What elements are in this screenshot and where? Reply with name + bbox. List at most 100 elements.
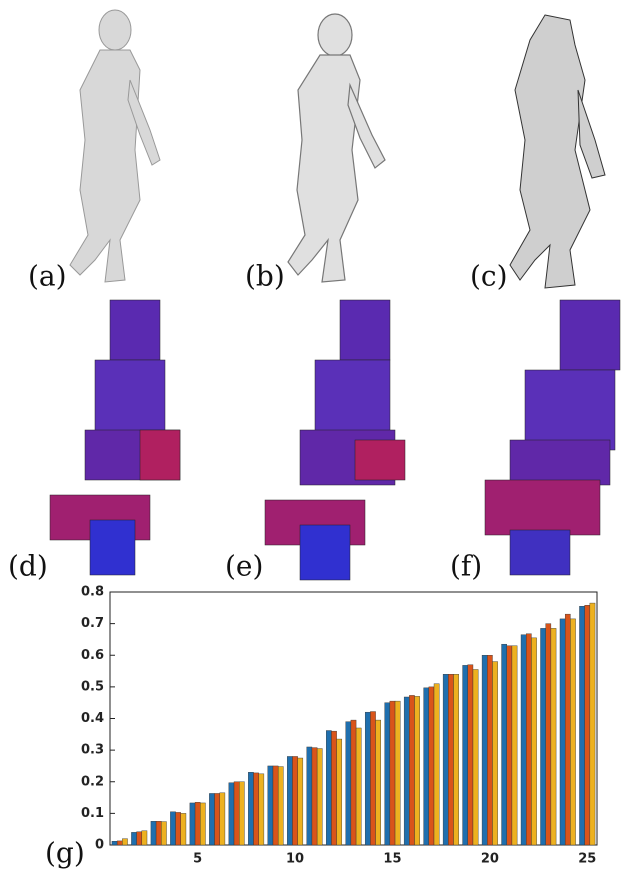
bar — [521, 635, 526, 845]
bar — [112, 841, 117, 845]
bar — [448, 674, 453, 845]
x-tick-label: 20 — [481, 852, 499, 867]
bar — [131, 832, 136, 845]
bar — [585, 605, 590, 845]
bar — [239, 782, 244, 845]
y-tick-label: 0.8 — [81, 585, 104, 600]
y-tick-label: 0.4 — [81, 711, 104, 726]
bar — [473, 669, 478, 845]
bar — [434, 684, 439, 845]
figure-canvas: (a) (b) (c) (d) (e) (f) (g) 0 0.1 0.2 0.3 0.… — [0, 0, 621, 870]
voxel-f — [485, 300, 620, 575]
bar — [482, 655, 487, 845]
bar — [181, 813, 186, 845]
bar — [351, 720, 356, 845]
y-tick-label: 0 — [95, 838, 104, 853]
bar — [590, 603, 595, 845]
bar — [463, 665, 468, 845]
panel-label: (a) — [28, 260, 67, 293]
bar — [370, 712, 375, 845]
bar — [487, 655, 492, 845]
bar — [453, 674, 458, 845]
bar — [317, 749, 322, 845]
bar — [551, 628, 556, 845]
bar — [526, 634, 531, 845]
bar — [254, 773, 259, 845]
bar — [195, 802, 200, 845]
mesh-smooth — [70, 10, 160, 282]
y-tick-label: 0.6 — [81, 648, 104, 663]
y-tick-label: 0.1 — [81, 806, 104, 821]
y-tick-label: 0.7 — [81, 616, 104, 631]
bar — [248, 772, 253, 845]
bar — [220, 793, 225, 845]
bar — [200, 803, 205, 845]
y-tick-label: 0.3 — [81, 743, 104, 758]
bar — [409, 695, 414, 845]
bar — [507, 646, 512, 845]
bar-chart: 0 0.1 0.2 0.3 0.4 0.5 0.6 0.7 0.8 5 10 15 20 25 — [81, 585, 597, 867]
bar — [579, 606, 584, 845]
panel-label: (c) — [470, 260, 508, 293]
voxel-d — [50, 300, 180, 575]
bar — [376, 720, 381, 845]
bar — [502, 644, 507, 845]
bar — [541, 628, 546, 845]
bar — [468, 665, 473, 845]
bar — [312, 748, 317, 845]
y-tick-label: 0.2 — [81, 774, 104, 789]
x-tick-label: 5 — [193, 852, 202, 867]
x-tick-label: 15 — [383, 852, 401, 867]
bar — [234, 782, 239, 845]
bar — [122, 839, 127, 845]
bar — [570, 619, 575, 845]
panel-label: (e) — [225, 550, 263, 583]
bar — [331, 731, 336, 845]
bar — [424, 688, 429, 845]
bar — [531, 638, 536, 845]
bar — [492, 662, 497, 845]
bar — [156, 821, 161, 845]
bar — [337, 739, 342, 845]
bar — [512, 646, 517, 845]
bar — [142, 831, 147, 845]
bar — [287, 756, 292, 845]
bar — [565, 614, 570, 845]
bar — [190, 803, 195, 845]
panel-label: (d) — [8, 550, 48, 583]
bar — [278, 767, 283, 845]
panel-label: (b) — [245, 260, 285, 293]
x-tick-label: 10 — [286, 852, 304, 867]
bar — [546, 624, 551, 845]
voxel-e — [265, 300, 405, 580]
bar — [346, 722, 351, 845]
bar — [390, 701, 395, 845]
y-tick-label: 0.5 — [81, 679, 104, 694]
panel-label: (g) — [45, 837, 85, 870]
bar — [404, 697, 409, 845]
bar — [415, 696, 420, 845]
bar — [273, 766, 278, 845]
bar — [151, 821, 156, 845]
bar — [215, 793, 220, 845]
bar — [356, 728, 361, 845]
bar — [117, 841, 122, 845]
bar — [229, 783, 234, 845]
figure: (a) (b) (c) (d) (e) (f) (g) 0 0.1 0.2 0.3 0.… — [0, 0, 621, 870]
bar — [326, 731, 331, 845]
bar — [170, 812, 175, 845]
mesh-noisy — [288, 14, 385, 282]
bar — [259, 774, 264, 845]
x-tick-label: 25 — [578, 852, 596, 867]
bar — [161, 822, 166, 845]
bar — [429, 687, 434, 845]
bar — [298, 758, 303, 845]
bar — [292, 756, 297, 845]
bar — [137, 832, 142, 845]
bar — [365, 712, 370, 845]
bar — [209, 793, 214, 845]
bar — [307, 747, 312, 845]
bar — [385, 703, 390, 845]
bar — [176, 812, 181, 845]
panel-label: (f) — [450, 550, 482, 583]
